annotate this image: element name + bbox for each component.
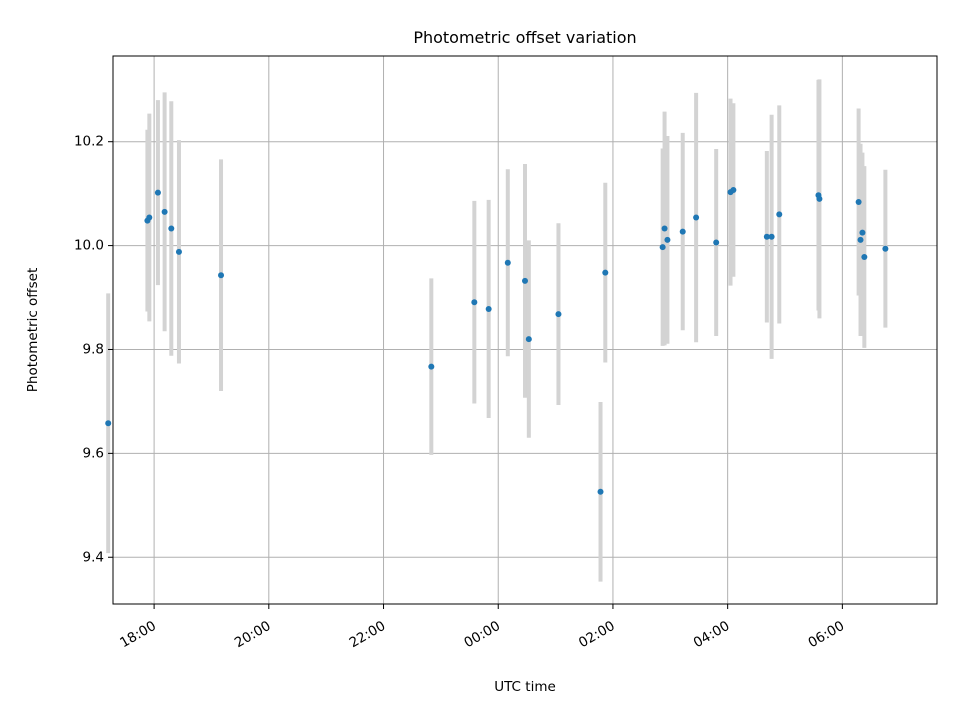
- data-point: [855, 198, 862, 205]
- plot-frame: [112, 55, 938, 605]
- data-point: [861, 254, 868, 261]
- data-point: [857, 236, 864, 243]
- data-point: [664, 236, 671, 243]
- data-point: [146, 214, 153, 221]
- data-point: [816, 195, 823, 202]
- y-tick-label: 10.2: [74, 134, 104, 150]
- data-point: [661, 225, 668, 232]
- x-axis-label: UTC time: [494, 679, 556, 695]
- data-point: [525, 336, 532, 343]
- data-points: [105, 187, 889, 495]
- y-tick-label: 9.8: [83, 341, 104, 357]
- data-point: [679, 228, 686, 235]
- data-point: [175, 248, 182, 255]
- data-point: [485, 305, 492, 312]
- data-point: [471, 299, 478, 306]
- chart-title: Photometric offset variation: [413, 28, 636, 47]
- data-point: [105, 420, 112, 427]
- data-point: [602, 269, 609, 276]
- grid: [113, 56, 937, 604]
- y-tick-label: 10.0: [74, 238, 104, 254]
- data-point: [168, 225, 175, 232]
- data-point: [859, 229, 866, 236]
- y-tick-label: 9.6: [83, 445, 104, 461]
- data-point: [776, 211, 783, 218]
- data-point: [693, 214, 700, 221]
- data-point: [555, 311, 562, 318]
- data-point: [428, 363, 435, 370]
- data-point: [154, 189, 161, 196]
- data-point: [522, 277, 528, 284]
- data-point: [218, 272, 225, 279]
- data-point: [659, 244, 666, 251]
- data-point: [161, 208, 168, 215]
- y-axis-label: Photometric offset: [25, 268, 41, 392]
- data-point: [882, 245, 889, 252]
- data-point: [504, 259, 511, 266]
- data-point: [597, 488, 604, 495]
- data-point: [713, 239, 720, 246]
- y-axis-ticks: 9.4 9.6 9.8 10.0 10.2: [74, 134, 113, 565]
- y-tick-label: 9.4: [83, 549, 104, 565]
- data-point: [763, 233, 770, 240]
- data-point: [768, 233, 775, 240]
- data-point: [730, 187, 737, 194]
